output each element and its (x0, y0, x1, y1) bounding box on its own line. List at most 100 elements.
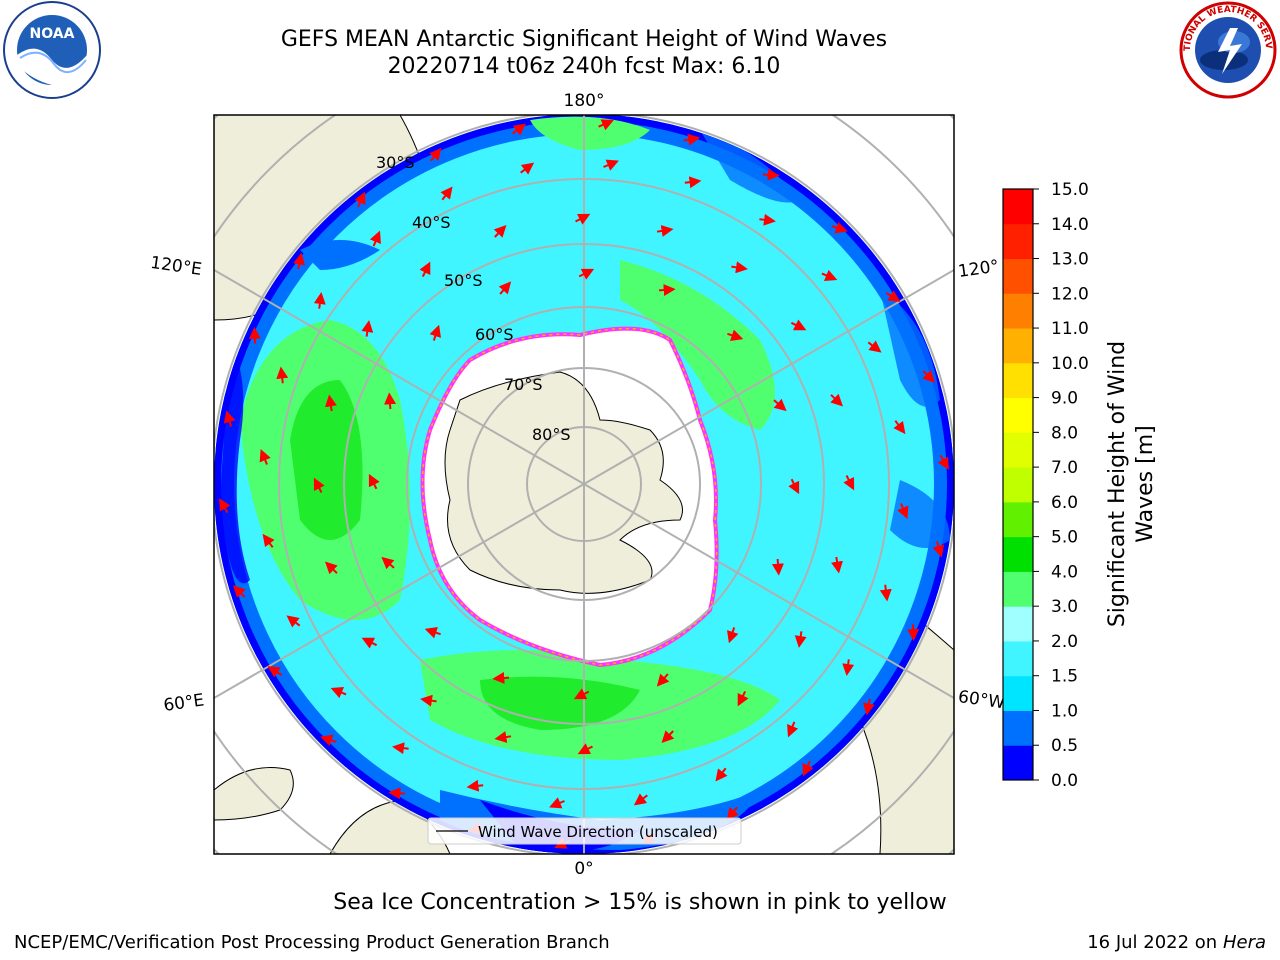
wave-direction-arrow (658, 284, 676, 297)
wave-direction-arrow (392, 742, 409, 755)
lat-label-60s: 60°S (475, 325, 514, 344)
wave-direction-arrow (493, 225, 507, 238)
wave-direction-arrow (790, 319, 807, 331)
wave-direction-arrow (384, 392, 397, 410)
wave-direction-arrow (420, 694, 437, 707)
wave-direction-arrow (223, 410, 236, 427)
wave-direction-arrow (788, 478, 800, 495)
wave-direction-arrow (511, 123, 526, 136)
lon-label-120e: 120°E (149, 253, 203, 280)
wave-direction-arrow (233, 585, 246, 598)
wave-direction-arrow (907, 624, 920, 642)
wave-direction-arrow (727, 329, 744, 341)
wave-direction-arrow (802, 760, 814, 777)
wave-direction-arrow (715, 767, 728, 782)
wave-direction-arrow (771, 558, 784, 576)
wave-direction-arrow (429, 324, 441, 341)
sea-ice-note: Sea Ice Concentration > 15% is shown in … (333, 890, 947, 915)
wave-direction-arrow (843, 475, 855, 491)
wave-direction-arrow (862, 698, 875, 716)
wave-direction-arrow (293, 252, 306, 270)
lon-label-60w: 60°W (957, 687, 1006, 713)
wave-direction-arrow (937, 454, 949, 470)
wave-direction-arrow (794, 631, 807, 648)
wave-direction-arrow (727, 627, 739, 644)
wave-direction-arrow (603, 159, 619, 171)
lat-label-50s: 50°S (444, 271, 483, 290)
title-line-2: 20220714 t06z 240h fcst Max: 6.10 (387, 54, 781, 79)
wave-direction-arrow (361, 320, 374, 337)
wave-direction-arrow (313, 292, 326, 309)
wave-direction-arrow (575, 213, 591, 225)
lon-label-60e: 60°E (162, 690, 205, 715)
wave-direction-arrow (549, 797, 565, 809)
wave-direction-arrow (684, 176, 702, 189)
wave-direction-arrow (737, 690, 749, 707)
lon-label-180: 180° (564, 91, 605, 111)
footer-host: Hera (1222, 932, 1266, 953)
wave-direction-arrow (429, 147, 442, 162)
wave-direction-arrow (381, 556, 395, 570)
lat-label-40s: 40°S (412, 213, 451, 232)
wave-direction-arrow (633, 793, 648, 806)
wave-direction-arrow (893, 420, 906, 435)
lat-label-80s: 80°S (532, 425, 571, 444)
wave-direction-arrow (867, 340, 882, 353)
wave-direction-arrow (440, 186, 453, 201)
map-legend: Wind Wave Direction (unscaled) (427, 817, 742, 845)
wave-direction-arrow (262, 533, 275, 548)
lat-label-30s: 30°S (376, 153, 415, 172)
wave-direction-arrow (661, 730, 675, 743)
wave-direction-arrow (726, 806, 739, 821)
wave-direction-arrow (842, 659, 855, 676)
footer-date: 16 Jul 2022 on Hera (1087, 932, 1266, 953)
wave-direction-arrow (419, 261, 431, 278)
footer-date-text: 16 Jul 2022 on (1087, 932, 1223, 953)
wave-direction-arrow (320, 734, 337, 747)
graticule (214, 115, 954, 854)
wave-direction-arrow (922, 370, 935, 383)
wave-direction-arrow (369, 230, 381, 247)
wave-direction-arrow (773, 398, 787, 412)
wave-direction-arrow (577, 743, 593, 755)
noaa-logo-text: NOAA (30, 26, 75, 42)
wave-direction-arrow (498, 281, 512, 295)
wave-direction-arrow (731, 261, 748, 274)
legend-label: Wind Wave Direction (unscaled) (478, 823, 718, 841)
wave-direction-arrow (267, 666, 283, 678)
noaa-logo-icon: NOAA (3, 1, 101, 99)
wave-direction-arrow (897, 503, 909, 519)
wave-direction-arrow (656, 673, 670, 687)
wave-direction-arrow (520, 162, 535, 175)
footer-credit: NCEP/EMC/Verification Post Processing Pr… (14, 932, 610, 953)
wave-direction-arrow (821, 269, 838, 281)
wave-direction-arrow (879, 584, 892, 602)
wave-direction-arrow (578, 268, 595, 280)
wave-direction-arrow (286, 615, 301, 628)
wave-direction-arrow (325, 394, 337, 412)
wave-direction-arrow (787, 721, 799, 738)
wave-direction-arrow (368, 473, 380, 490)
wave-direction-arrow (276, 366, 289, 384)
wave-direction-arrow (831, 221, 848, 234)
wave-direction-arrow (656, 225, 674, 237)
wave-direction-arrow (759, 213, 776, 226)
wave-direction-arrow (466, 779, 484, 792)
wave-direction-arrow (762, 168, 780, 181)
wave-direction-arrow (219, 498, 231, 514)
wave-direction-arrow (388, 787, 406, 800)
wave-direction-arrow (492, 671, 510, 684)
wave-direction-arrow (830, 393, 843, 407)
wave-direction-arrow (885, 290, 901, 302)
wave-direction-arrow (330, 687, 347, 699)
nws-logo-icon: NATIONAL WEATHER SERVICE (1178, 0, 1277, 99)
wave-direction-arrow (683, 133, 701, 146)
wave-direction-arrow (313, 477, 325, 493)
wave-direction-arrow (259, 449, 271, 465)
wave-direction-arrow (598, 119, 614, 131)
wave-direction-arrow (424, 627, 441, 639)
antarctica-continent (444, 371, 683, 594)
map-frame (213, 114, 955, 855)
wave-direction-arrow (361, 637, 378, 649)
